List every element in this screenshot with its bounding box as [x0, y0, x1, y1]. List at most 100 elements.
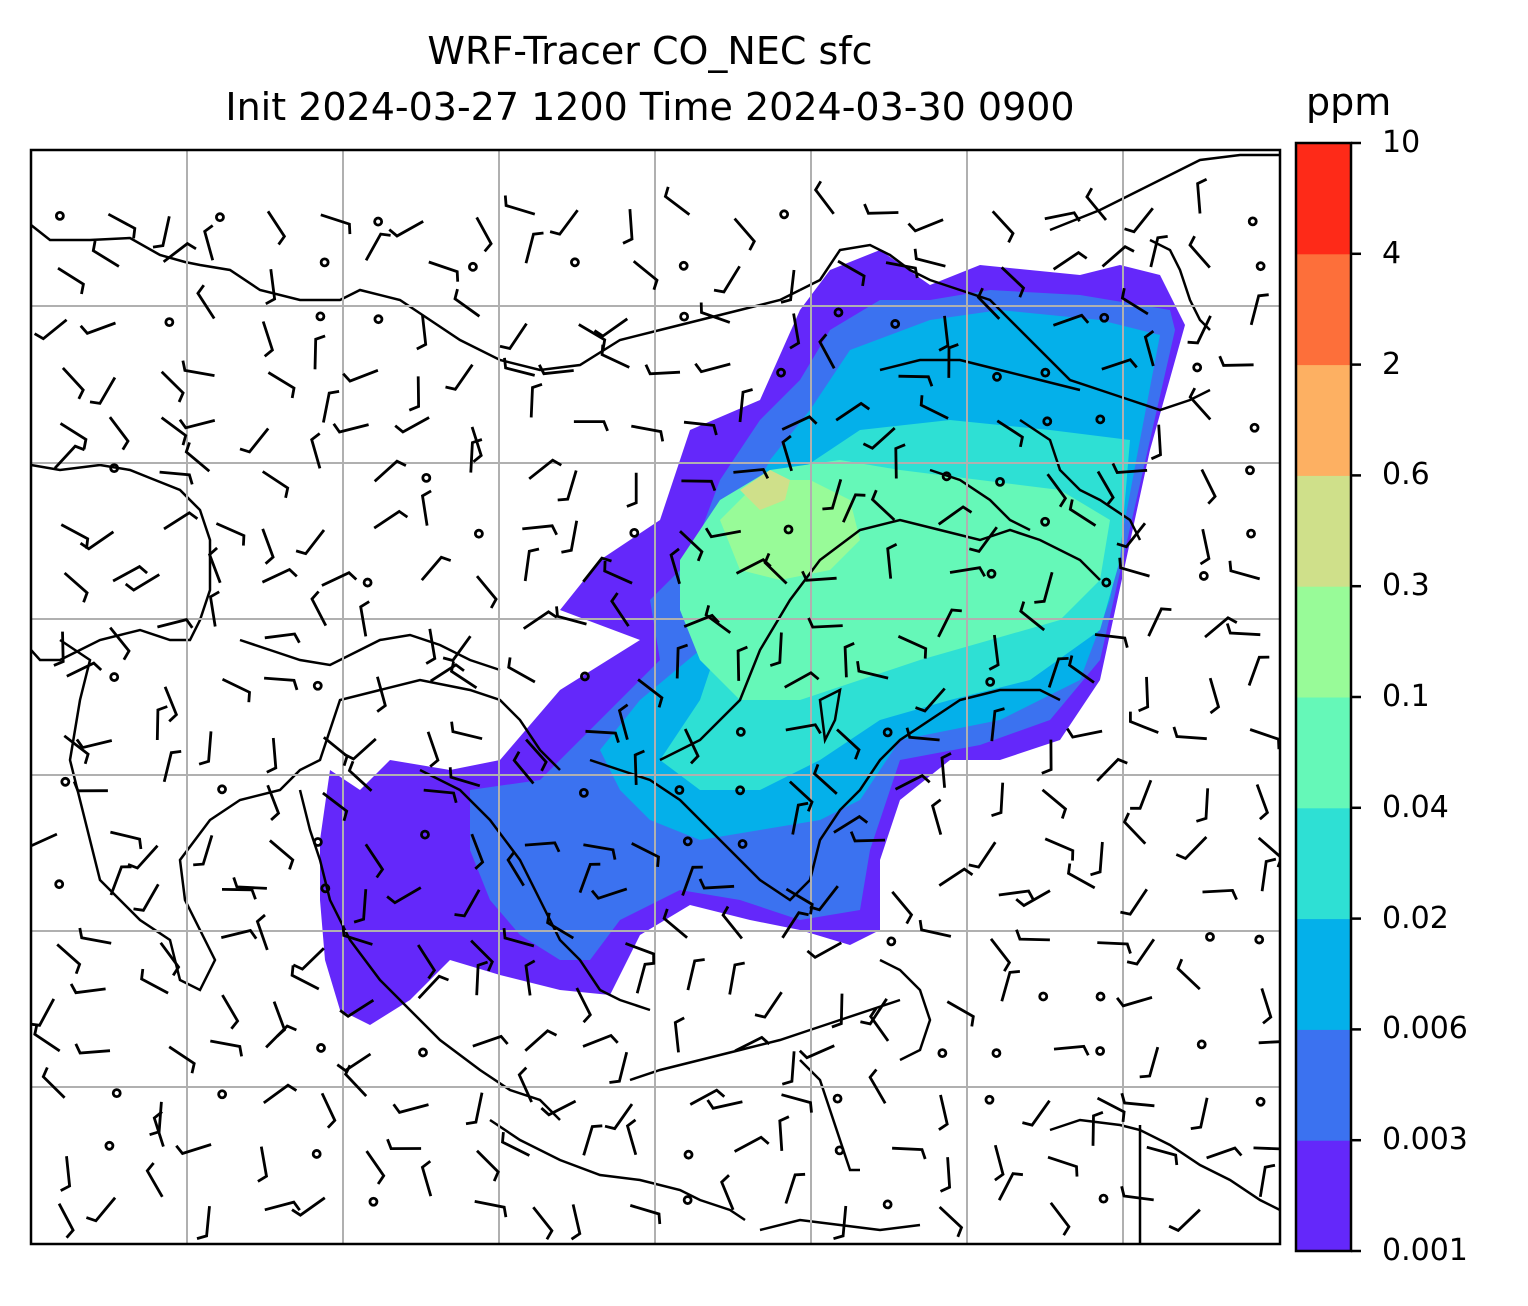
- wind-barb: [720, 1174, 735, 1211]
- wind-barbs: [31, 177, 1280, 1241]
- wind-barb: [450, 721, 483, 741]
- wind-barb: [512, 751, 535, 785]
- wind-barb: [31, 832, 58, 848]
- wind-barb: [524, 1029, 558, 1052]
- calm-wind-marker: [995, 476, 1005, 487]
- wind-barb: [897, 635, 928, 659]
- wind-barb: [265, 269, 277, 306]
- wind-barb: [155, 705, 168, 741]
- wind-barb: [426, 731, 440, 768]
- wind-barb: [990, 707, 1005, 742]
- wind-barb: [669, 547, 681, 585]
- wind-barb: [449, 661, 478, 689]
- colorbar-tick-label: 4: [1382, 235, 1402, 271]
- wind-barb: [968, 841, 997, 869]
- wind-barb: [475, 575, 498, 609]
- wind-barb: [833, 1205, 848, 1241]
- wind-barb: [78, 927, 112, 945]
- wind-barb: [442, 635, 472, 663]
- wind-barb: [215, 522, 246, 546]
- wind-barb: [210, 1039, 243, 1057]
- wind-barb: [736, 645, 748, 681]
- calm-wind-marker: [373, 216, 384, 227]
- wind-barb: [364, 232, 391, 261]
- wind-barb: [1146, 1145, 1179, 1166]
- wind-barb: [728, 961, 745, 995]
- wind-barb: [339, 999, 375, 1018]
- wind-barb: [392, 1103, 429, 1115]
- wind-barb: [322, 390, 340, 423]
- wind-barb: [570, 1204, 582, 1241]
- wind-barb: [869, 1007, 890, 1042]
- wind-barb: [633, 749, 645, 785]
- calm-wind-marker: [834, 1145, 845, 1156]
- calm-wind-marker: [882, 727, 893, 738]
- calm-wind-marker: [1040, 367, 1051, 378]
- wind-barb: [475, 960, 489, 996]
- wind-barb: [938, 867, 974, 887]
- calm-wind-marker: [1098, 1193, 1109, 1204]
- wind-barb: [475, 216, 493, 253]
- wind-barb: [124, 573, 161, 592]
- colorbar-segment: [1296, 143, 1351, 255]
- wind-barb: [1067, 655, 1095, 684]
- wind-barb: [163, 686, 179, 723]
- wind-barb: [476, 1149, 500, 1182]
- wind-barb: [525, 738, 548, 772]
- wind-barb: [1041, 788, 1068, 819]
- wind-barb: [75, 738, 113, 750]
- wind-barb: [1097, 941, 1132, 954]
- wind-barb: [261, 470, 290, 499]
- wind-barb: [420, 489, 432, 526]
- wind-barb: [842, 493, 866, 523]
- wind-barb: [1015, 929, 1050, 942]
- calm-wind-marker: [362, 577, 373, 588]
- wind-barb: [905, 727, 940, 742]
- wind-barb: [221, 888, 257, 900]
- wind-barb: [74, 1043, 111, 1055]
- wind-barb: [261, 567, 298, 584]
- wind-barb: [1130, 779, 1153, 810]
- wind-barb: [469, 438, 483, 473]
- wind-barb: [1196, 177, 1208, 214]
- wind-barb: [784, 1172, 806, 1204]
- wind-barb: [617, 703, 629, 740]
- wind-barb: [1247, 655, 1270, 686]
- wind-barb: [386, 886, 422, 905]
- wind-barb: [63, 571, 89, 603]
- wind-barb: [686, 958, 705, 991]
- wind-barb: [940, 752, 952, 788]
- colorbar: [1294, 141, 1361, 1253]
- calm-wind-marker: [320, 883, 331, 894]
- wind-barb: [868, 1068, 887, 1105]
- wind-barb: [807, 617, 843, 629]
- wind-barb: [53, 444, 86, 470]
- wind-barb: [376, 676, 387, 713]
- wind-barb: [733, 217, 756, 251]
- wind-barb: [781, 911, 809, 939]
- wind-barb: [894, 773, 931, 791]
- wind-barb: [321, 571, 358, 587]
- wind-barb: [342, 368, 379, 383]
- wind-barb: [501, 1131, 531, 1157]
- wind-barb: [733, 468, 770, 480]
- wind-barb: [721, 905, 743, 940]
- colorbar-tick-label: 0.3: [1382, 568, 1430, 604]
- wind-barb: [66, 661, 103, 678]
- wind-barb: [359, 600, 370, 637]
- wind-barb: [1091, 1110, 1104, 1146]
- calm-wind-marker: [992, 371, 1002, 382]
- wind-barb: [675, 643, 689, 679]
- wind-barb: [1116, 522, 1147, 549]
- wind-barb: [1122, 812, 1147, 845]
- calm-wind-marker: [1255, 261, 1266, 272]
- wind-barb: [1149, 235, 1168, 268]
- wind-barb: [781, 1051, 796, 1086]
- wind-barb: [428, 260, 460, 282]
- wind-barb: [168, 1045, 196, 1074]
- wind-barb: [699, 302, 731, 324]
- calm-wind-marker: [1095, 1046, 1106, 1056]
- calm-wind-marker: [735, 785, 746, 796]
- calm-wind-marker: [886, 936, 897, 947]
- wind-barb: [499, 322, 528, 351]
